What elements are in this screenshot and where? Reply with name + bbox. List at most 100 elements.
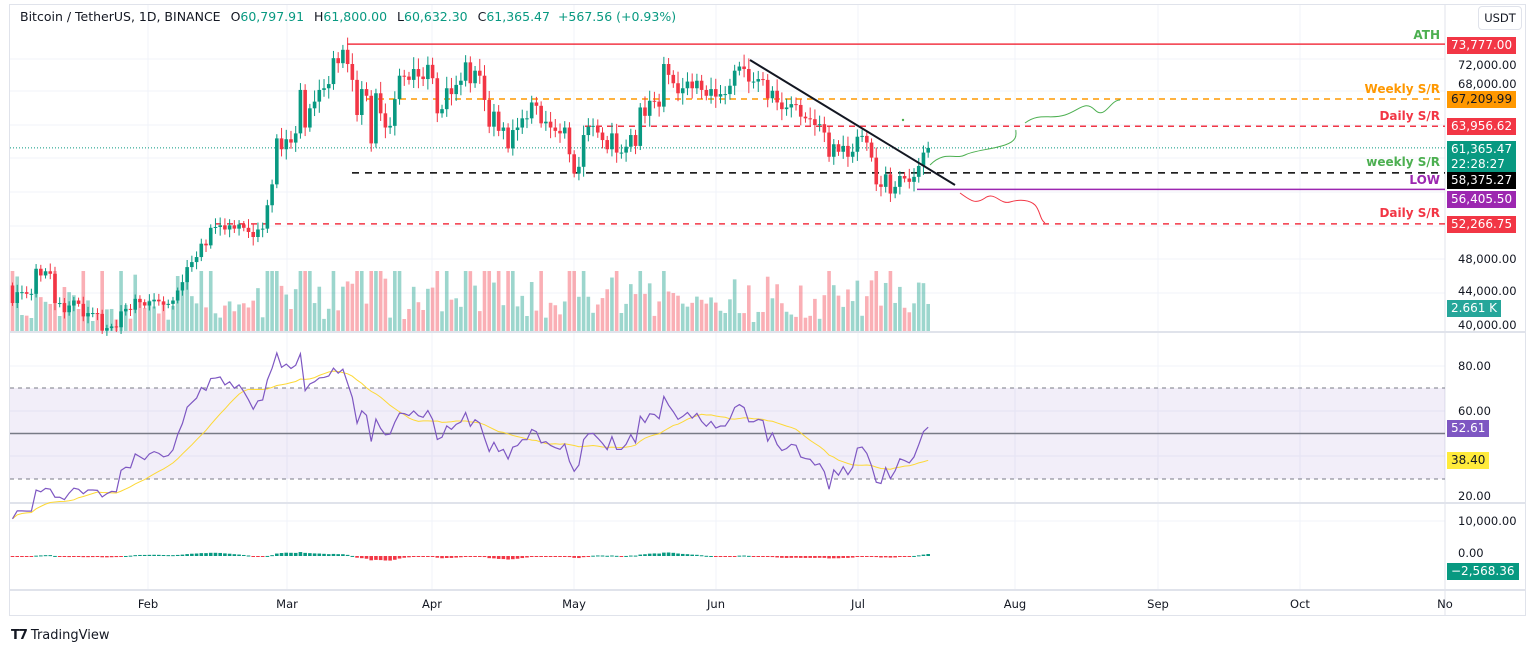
candle-body	[350, 64, 355, 80]
candle	[270, 179, 274, 213]
candle	[492, 103, 496, 137]
macd-hist-bar	[147, 554, 152, 556]
candle	[586, 118, 591, 142]
candle	[279, 127, 284, 157]
candle-body	[780, 102, 784, 110]
candle-body	[633, 135, 638, 146]
candle	[709, 77, 713, 104]
macd-hist-bar	[449, 556, 454, 558]
volume-bar	[34, 271, 38, 331]
candle-body	[888, 174, 893, 194]
candle-body	[204, 243, 208, 246]
candle	[265, 199, 270, 233]
volume-bar	[558, 314, 562, 331]
candle-body	[355, 79, 359, 115]
macd-hist-bar	[411, 556, 416, 557]
candles	[10, 37, 930, 336]
candle-body	[548, 121, 553, 128]
volume-bar	[369, 271, 374, 331]
candle	[407, 71, 411, 85]
candle-body	[629, 135, 633, 147]
volume-bar	[751, 322, 756, 331]
volume-bar	[175, 276, 180, 331]
candle-body	[817, 124, 822, 126]
candle-body	[539, 105, 543, 124]
candle-body	[737, 66, 742, 71]
volume-bar	[633, 294, 638, 331]
volume-bar	[690, 302, 694, 331]
candle	[463, 55, 468, 87]
close-value: 61,365.47	[486, 9, 550, 24]
candle	[39, 264, 43, 282]
macd-hist-bar	[251, 556, 256, 557]
volume-bar	[841, 306, 846, 331]
candle	[440, 104, 444, 118]
candle	[29, 288, 34, 301]
macd-hist-bar	[784, 556, 789, 558]
macd-hist-bar	[355, 556, 359, 558]
candle	[652, 91, 657, 109]
candle-body	[624, 146, 628, 153]
candle	[152, 293, 156, 309]
macd-hist-bar	[855, 556, 860, 557]
volume-bar	[322, 318, 326, 331]
volume-bar	[591, 312, 595, 331]
macd-hist-bar	[336, 554, 340, 556]
candle-body	[67, 305, 71, 313]
candle-body	[841, 145, 846, 152]
candle	[827, 126, 831, 162]
volume-bar	[487, 271, 492, 331]
time-axis-tick: Aug	[1004, 597, 1026, 611]
high-value: 61,800.00	[323, 9, 388, 24]
candle-body	[426, 64, 430, 80]
candle-body	[487, 99, 492, 127]
volume-bar	[72, 295, 76, 331]
macd-hist-bar	[652, 553, 657, 556]
candle	[794, 97, 798, 111]
candle	[322, 79, 326, 97]
candle	[610, 122, 614, 157]
candle	[260, 222, 265, 238]
candle-body	[662, 64, 666, 107]
candle	[100, 309, 104, 334]
symbol-title[interactable]: Bitcoin / TetherUS, 1D, BINANCE	[20, 9, 221, 24]
candle	[161, 296, 166, 312]
candle-body	[251, 231, 256, 238]
candle-body	[284, 139, 289, 150]
candle-body	[194, 257, 199, 263]
candle-body	[48, 271, 53, 274]
candle	[605, 135, 610, 154]
candle	[393, 91, 397, 136]
macd-hist-bar	[331, 553, 336, 556]
candle	[501, 122, 506, 140]
candle-body	[317, 89, 322, 102]
volume-bar	[855, 280, 860, 331]
macd-hist-bar	[529, 556, 534, 557]
macd-hist-bar	[128, 555, 133, 557]
macd-hist-bar	[256, 556, 260, 557]
currency-button[interactable]: USDT	[1478, 6, 1522, 30]
candle-body	[756, 79, 761, 82]
candle	[888, 167, 893, 202]
candle-body	[680, 88, 685, 94]
macd-hist-bar	[827, 556, 831, 559]
candle	[421, 67, 425, 87]
candle	[57, 297, 62, 308]
candle	[345, 37, 350, 73]
candle-body	[496, 111, 501, 131]
macd-hist-bar	[260, 556, 265, 557]
candle	[48, 263, 53, 280]
volume-bar	[666, 291, 671, 331]
candle-body	[647, 100, 652, 116]
candle	[784, 98, 789, 116]
candle	[898, 171, 902, 195]
tradingview-logo[interactable]: T7 TradingView	[11, 628, 109, 643]
macd-hist-bar	[57, 556, 62, 557]
candle	[487, 90, 492, 134]
candle-body	[638, 107, 643, 146]
candle	[430, 57, 435, 85]
candle	[676, 71, 680, 102]
volume-bar	[614, 271, 619, 331]
volume-bar	[501, 305, 506, 331]
